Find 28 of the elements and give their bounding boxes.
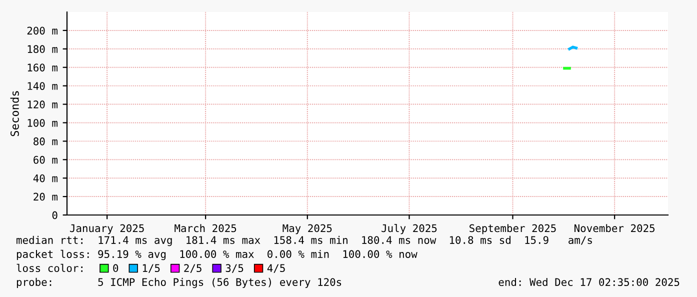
y-tick-label: 180 m <box>28 45 58 54</box>
text: end: Wed Dec 17 02:35:00 2025 <box>498 278 680 286</box>
y-tick-label: 60 m <box>34 156 58 164</box>
legend-label: 0 <box>113 264 118 272</box>
x-tick-label: July 2025 <box>382 224 437 234</box>
y-tick-label: 20 m <box>34 192 58 201</box>
legend-label: 1/5 <box>142 264 160 273</box>
legend-label: 3/5 <box>226 264 244 273</box>
x-tick-label: November 2025 <box>574 224 655 232</box>
text: probe: 5 ICMP Echo Pings (56 Bytes) every 120s <box>16 278 342 288</box>
y-tick-label: 40 m <box>33 174 58 182</box>
x-tick-label: January 2025 <box>70 224 144 234</box>
text: median rtt: 171.4 ms avg 181.4 ms max 158.4 ms min 180.4 ms now 10.8 ms sd 15.9 am/s <box>16 236 592 246</box>
y-tick-label: 0 <box>52 211 58 220</box>
y-tick-label: 160 m <box>28 64 58 72</box>
x-tick-label: May 2025 <box>282 224 332 234</box>
legend-label: 2/5 <box>184 264 202 273</box>
text: packet loss: 95.19 % avg 100.00 % max 0.00 % min 100.00 % now <box>16 250 418 260</box>
y-tick-label: 140 m <box>28 82 58 90</box>
x-tick-label: March 2025 <box>174 224 236 232</box>
y-tick-label: 120 m <box>28 100 58 108</box>
y-axis-title: Seconds <box>10 91 19 136</box>
y-tick-label: 200 m <box>27 26 58 35</box>
legend-label: 4/5 <box>267 264 285 273</box>
x-tick-label: September 2025 <box>470 224 556 234</box>
legend-title: loss color: <box>16 264 82 272</box>
y-tick-label: 100 m <box>28 118 58 127</box>
y-tick-label: 80 m <box>34 137 58 146</box>
